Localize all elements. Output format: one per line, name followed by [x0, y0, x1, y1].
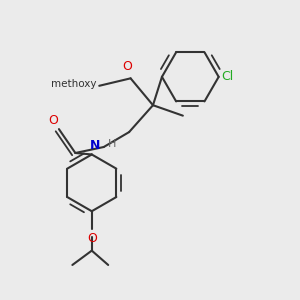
Text: O: O: [123, 60, 133, 73]
Text: H: H: [108, 139, 117, 149]
Text: methoxy: methoxy: [51, 79, 96, 89]
Text: O: O: [49, 114, 58, 127]
Text: O: O: [87, 232, 97, 245]
Text: N: N: [90, 139, 101, 152]
Text: Cl: Cl: [221, 70, 233, 83]
